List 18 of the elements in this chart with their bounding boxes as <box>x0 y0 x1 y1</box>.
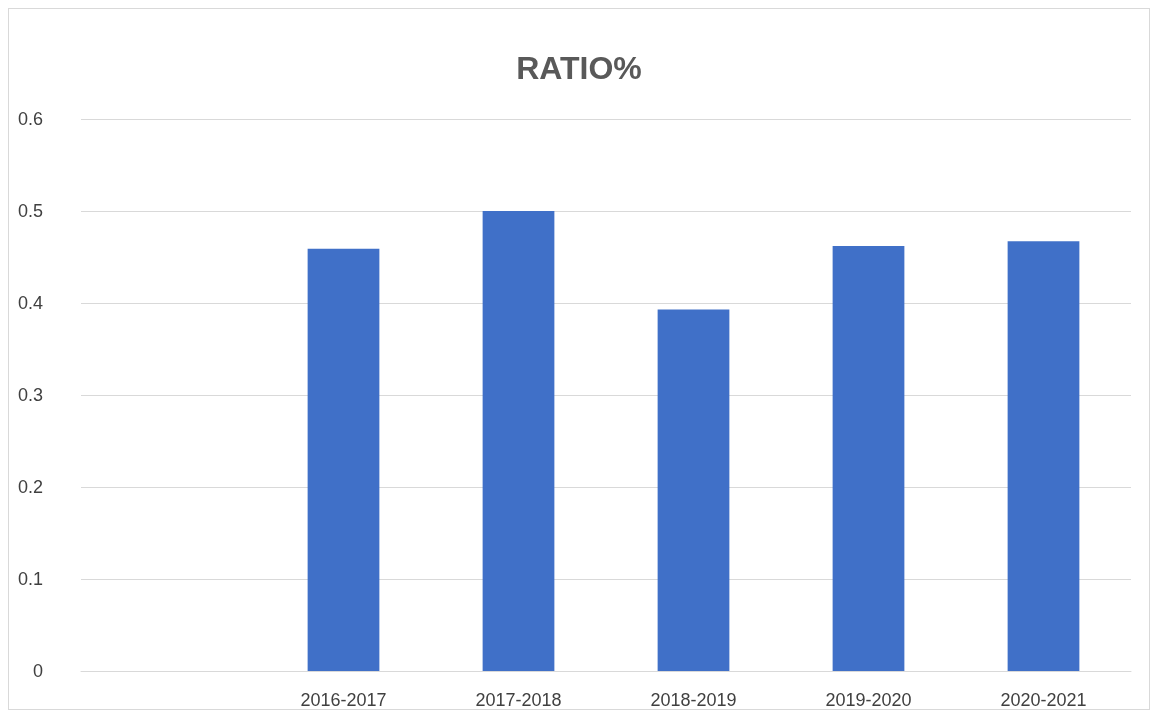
y-tick-label: 0 <box>32 661 43 681</box>
x-tick-label: 2019-2020 <box>825 690 912 710</box>
chart-title: RATIO% <box>516 50 642 86</box>
bar <box>832 245 905 671</box>
bar <box>307 248 380 671</box>
x-tick-label: 2020-2021 <box>1000 690 1087 710</box>
x-tick-label: 2017-2018 <box>475 690 562 710</box>
x-tick-label: 2018-2019 <box>650 690 737 710</box>
x-tick-label: 2016-2017 <box>300 690 387 710</box>
y-tick-label: 0.5 <box>17 201 43 221</box>
y-tick-label: 0.6 <box>17 109 43 129</box>
y-tick-label: 0.4 <box>17 293 43 313</box>
y-tick-label: 0.3 <box>17 385 43 405</box>
y-tick-label: 0.1 <box>17 569 43 589</box>
bar <box>1007 241 1080 671</box>
bar <box>482 211 555 671</box>
bar <box>657 309 730 671</box>
y-tick-label: 0.2 <box>17 477 43 497</box>
